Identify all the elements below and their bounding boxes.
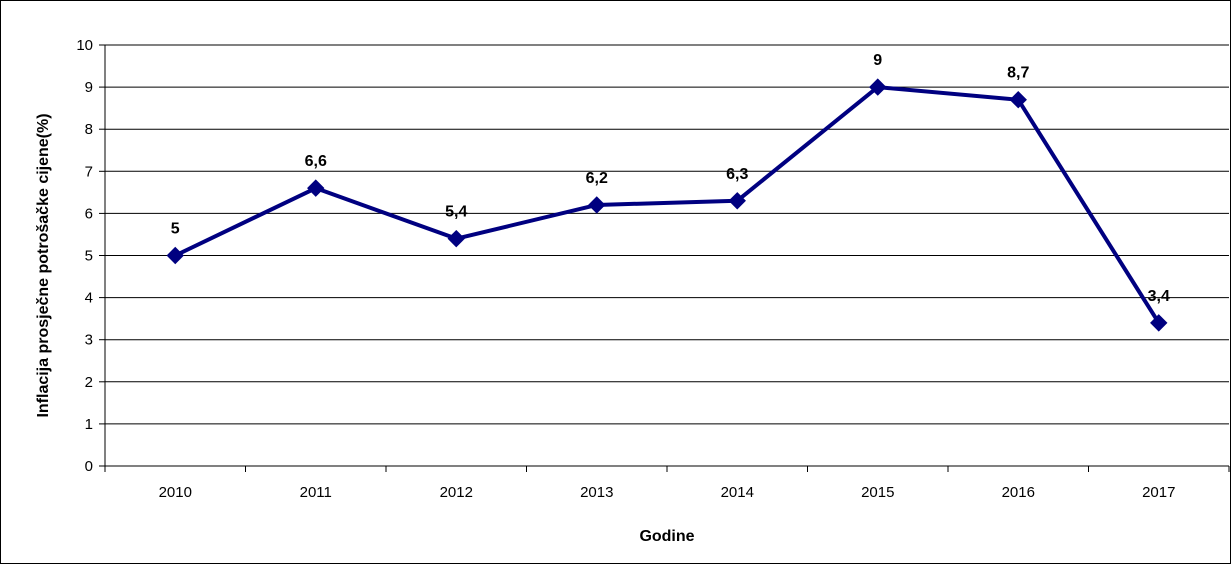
x-tick-label: 2016 <box>1002 484 1035 501</box>
data-point-marker <box>588 196 606 214</box>
data-point-marker <box>728 192 746 210</box>
data-label: 5 <box>171 221 180 238</box>
data-label: 3,4 <box>1148 288 1170 305</box>
y-tick-label: 2 <box>85 374 93 391</box>
y-axis-title: Inflacija prosječne potrošačke cijene(%) <box>35 113 52 417</box>
series-line <box>173 85 1161 325</box>
data-label: 8,7 <box>1007 65 1029 82</box>
data-point-marker <box>307 179 325 197</box>
data-point-marker <box>447 229 465 248</box>
y-tick-label: 7 <box>85 163 93 180</box>
y-tick-label: 4 <box>85 290 93 307</box>
x-tick-label: 2015 <box>861 484 894 501</box>
y-tick-label: 3 <box>85 332 93 349</box>
data-label-layer: 5 6,6 5,4 6,2 6,3 9 8,7 3,4 <box>171 52 1170 305</box>
data-label: 9 <box>873 52 882 69</box>
data-point-marker <box>1150 314 1168 332</box>
y-tick-label: 9 <box>85 79 93 96</box>
x-axis-title: Godine <box>639 528 694 545</box>
x-tick-label: 2010 <box>159 484 192 501</box>
data-label: 5,4 <box>445 204 467 221</box>
y-tick-label: 1 <box>85 416 93 433</box>
x-tick-label: 2014 <box>721 484 754 501</box>
grid-layer <box>105 44 1229 467</box>
y-tick-label: 0 <box>85 458 93 475</box>
data-label: 6,2 <box>586 170 608 187</box>
data-point-marker <box>1009 91 1027 109</box>
x-tick-label: 2013 <box>580 484 613 501</box>
y-tick-label: 8 <box>85 121 93 138</box>
x-tick-label: 2017 <box>1142 484 1175 501</box>
data-label: 6,6 <box>305 153 327 170</box>
data-point-marker <box>869 78 887 96</box>
y-tick-label: 6 <box>85 205 93 222</box>
axis-layer: 0 1 2 3 4 5 6 7 8 9 10 2010 2011 2012 2013 2014 2015 2016… <box>76 37 1230 501</box>
y-tick-label: 5 <box>85 248 93 265</box>
x-tick-label: 2011 <box>300 484 332 501</box>
series-layer <box>166 78 1168 332</box>
x-tick-label: 2012 <box>440 484 473 501</box>
data-label: 6,3 <box>726 166 748 183</box>
y-tick-label: 10 <box>76 37 93 54</box>
data-point-marker <box>166 246 184 265</box>
